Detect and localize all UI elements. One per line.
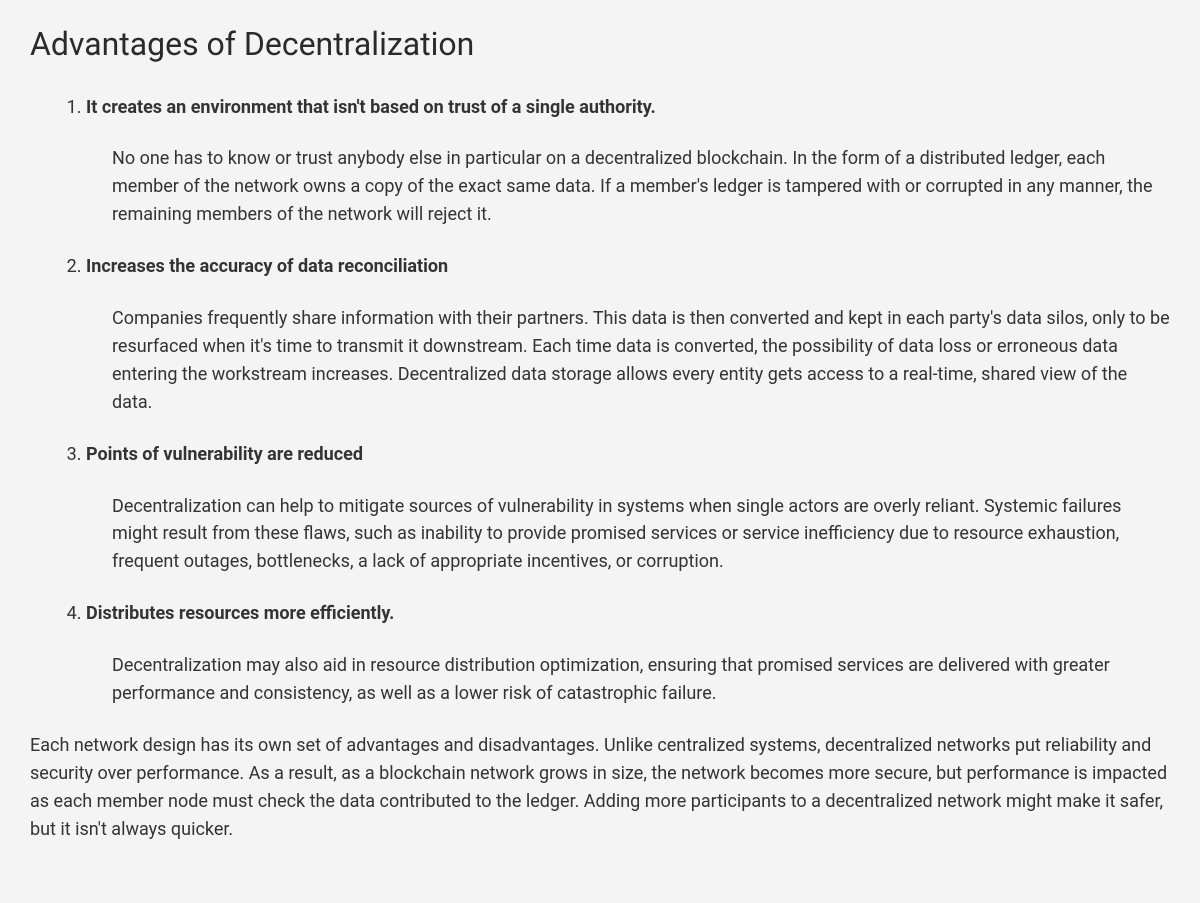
closing-paragraph: Each network design has its own set of a… xyxy=(30,732,1170,844)
list-item: It creates an environment that isn't bas… xyxy=(86,94,1170,230)
item-title: Distributes resources more efficiently. xyxy=(86,603,394,624)
item-body: Decentralization can help to mitigate so… xyxy=(86,493,1170,577)
item-title: Increases the accuracy of data reconcili… xyxy=(86,256,448,277)
item-body: No one has to know or trust anybody else… xyxy=(86,145,1170,229)
list-item: Increases the accuracy of data reconcili… xyxy=(86,253,1170,416)
item-body: Decentralization may also aid in resourc… xyxy=(86,652,1170,708)
item-body: Companies frequently share information w… xyxy=(86,305,1170,417)
list-item: Distributes resources more efficiently. … xyxy=(86,600,1170,708)
advantages-list: It creates an environment that isn't bas… xyxy=(30,94,1170,708)
section-heading: Advantages of Decentralization xyxy=(30,20,1170,70)
item-title: Points of vulnerability are reduced xyxy=(86,444,363,465)
list-item: Points of vulnerability are reduced Dece… xyxy=(86,441,1170,577)
item-title: It creates an environment that isn't bas… xyxy=(86,97,656,118)
